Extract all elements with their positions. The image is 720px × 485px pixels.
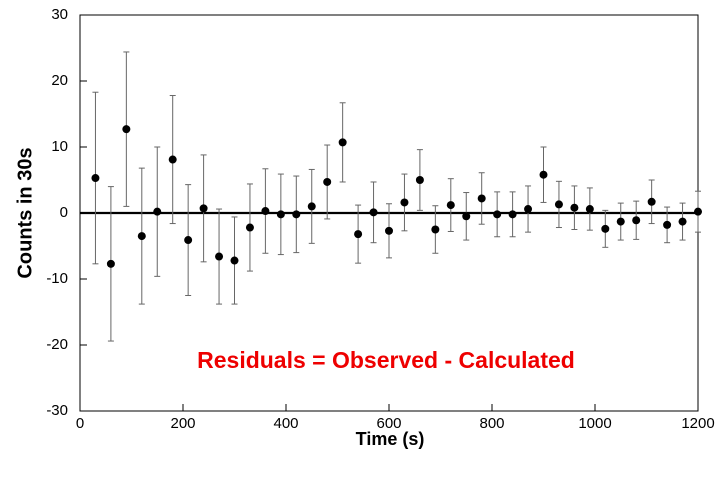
data-point <box>616 217 625 226</box>
data-point <box>415 176 424 184</box>
y-tick-label: -10 <box>46 270 68 287</box>
data-point <box>601 224 610 233</box>
x-tick-label: 0 <box>76 415 84 432</box>
data-point <box>338 138 347 147</box>
data-point <box>431 225 440 234</box>
data-point <box>137 232 146 241</box>
data-point <box>400 198 409 207</box>
y-tick-label: 0 <box>60 204 68 221</box>
y-tick-label: 20 <box>51 72 68 89</box>
x-tick-label: 1200 <box>681 415 714 432</box>
data-point <box>585 205 594 214</box>
data-point <box>91 174 100 183</box>
data-point <box>199 204 208 213</box>
x-tick-label: 800 <box>479 415 504 432</box>
data-point <box>524 205 533 214</box>
data-point <box>323 177 332 186</box>
data-point <box>663 220 672 229</box>
data-point <box>554 200 563 209</box>
data-point <box>215 252 224 261</box>
data-point <box>632 216 641 225</box>
data-point <box>678 217 687 226</box>
data-point <box>570 203 579 212</box>
x-tick-label: 400 <box>273 415 298 432</box>
data-point <box>694 207 702 216</box>
data-point <box>292 210 301 219</box>
data-point <box>168 155 177 164</box>
y-tick-label: -20 <box>46 336 68 353</box>
data-point <box>385 226 393 235</box>
data-point <box>508 210 517 219</box>
data-point <box>276 210 285 219</box>
data-point <box>245 223 254 232</box>
x-tick-label: 1000 <box>578 415 611 432</box>
x-axis-label: Time (s) <box>356 429 425 449</box>
x-tick-label: 600 <box>376 415 401 432</box>
data-point <box>184 236 193 245</box>
y-axis-label: Counts in 30s <box>14 147 36 278</box>
data-point <box>106 259 115 268</box>
data-point <box>647 197 656 206</box>
data-point <box>307 202 316 211</box>
y-tick-label: 10 <box>51 138 68 155</box>
y-tick-label: 30 <box>51 6 68 23</box>
data-point <box>462 212 471 221</box>
data-point <box>493 210 502 219</box>
y-tick-label: -30 <box>46 402 68 419</box>
annotation: Residuals = Observed - Calculated <box>197 347 575 373</box>
data-point <box>230 256 239 265</box>
data-point <box>153 207 162 216</box>
data-point <box>261 207 270 216</box>
data-point <box>354 230 363 239</box>
x-tick-label: 200 <box>170 415 195 432</box>
data-point <box>122 125 131 134</box>
data-point <box>369 208 378 217</box>
data-point <box>477 194 486 203</box>
data-point <box>446 201 455 210</box>
data-point <box>539 170 548 179</box>
